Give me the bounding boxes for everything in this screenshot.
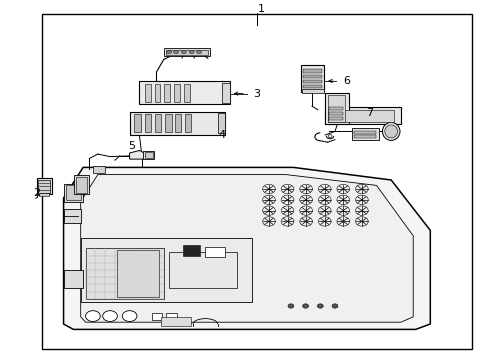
Ellipse shape [382, 122, 399, 140]
Bar [163, 48, 210, 56]
Bar [143, 151, 154, 159]
Bar [303, 85, 321, 88]
Ellipse shape [189, 51, 194, 54]
Bar [134, 114, 141, 132]
Ellipse shape [287, 304, 293, 308]
Bar [63, 209, 81, 223]
Polygon shape [129, 150, 144, 159]
Bar [144, 114, 151, 132]
Bar [93, 166, 105, 173]
Ellipse shape [122, 311, 137, 321]
Bar [166, 50, 207, 55]
Ellipse shape [196, 51, 201, 54]
Bar [327, 110, 393, 122]
Text: 7: 7 [365, 108, 372, 118]
Ellipse shape [102, 311, 117, 321]
Bar [168, 252, 237, 288]
Bar [303, 69, 321, 73]
Bar [328, 107, 343, 110]
Bar [74, 175, 89, 194]
Bar [165, 114, 171, 132]
Bar [328, 117, 343, 120]
Bar [353, 135, 375, 138]
Bar [353, 131, 375, 134]
Bar [183, 245, 200, 256]
Bar [325, 107, 400, 124]
Text: 6: 6 [343, 76, 350, 86]
Bar [63, 184, 83, 202]
Bar [205, 247, 224, 257]
Ellipse shape [317, 304, 323, 308]
Ellipse shape [181, 51, 186, 54]
Bar [155, 114, 161, 132]
Bar [81, 238, 251, 302]
Bar [328, 112, 343, 115]
Bar [37, 178, 52, 194]
Bar [325, 93, 348, 124]
Bar [76, 177, 86, 193]
Bar [174, 84, 180, 102]
Bar [63, 270, 83, 288]
Bar [222, 83, 229, 103]
Bar [139, 81, 229, 104]
Bar [41, 14, 471, 349]
Bar [327, 95, 344, 122]
Bar [217, 113, 224, 133]
Bar [184, 114, 191, 132]
Bar [175, 114, 181, 132]
Bar [351, 128, 378, 140]
Ellipse shape [384, 125, 397, 138]
Ellipse shape [331, 304, 337, 308]
Ellipse shape [302, 304, 308, 308]
Bar [129, 112, 224, 135]
Ellipse shape [85, 311, 100, 321]
Bar [39, 193, 49, 196]
Text: 4: 4 [219, 130, 225, 140]
Text: 2: 2 [33, 188, 40, 198]
Text: 1: 1 [258, 4, 264, 14]
Bar [302, 89, 323, 93]
Bar [183, 84, 189, 102]
Bar [303, 75, 321, 78]
Polygon shape [63, 167, 429, 329]
Bar [154, 84, 160, 102]
Bar [66, 185, 81, 200]
Ellipse shape [166, 51, 171, 54]
Bar [117, 250, 159, 297]
Bar [151, 313, 162, 320]
Bar [144, 152, 152, 158]
Bar [303, 80, 321, 83]
Text: 5: 5 [128, 141, 135, 151]
Bar [144, 84, 150, 102]
Bar [38, 180, 50, 193]
Bar [161, 317, 190, 326]
Bar [166, 313, 177, 320]
Text: 3: 3 [253, 89, 260, 99]
Polygon shape [81, 175, 412, 322]
Bar [164, 84, 170, 102]
Ellipse shape [173, 51, 178, 54]
Bar [85, 248, 163, 299]
Bar [300, 65, 324, 92]
